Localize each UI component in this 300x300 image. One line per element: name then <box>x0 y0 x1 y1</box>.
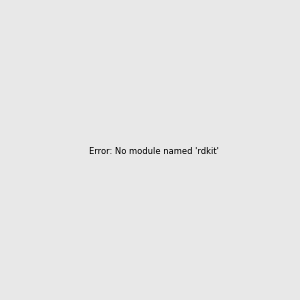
Text: Error: No module named 'rdkit': Error: No module named 'rdkit' <box>89 147 219 156</box>
